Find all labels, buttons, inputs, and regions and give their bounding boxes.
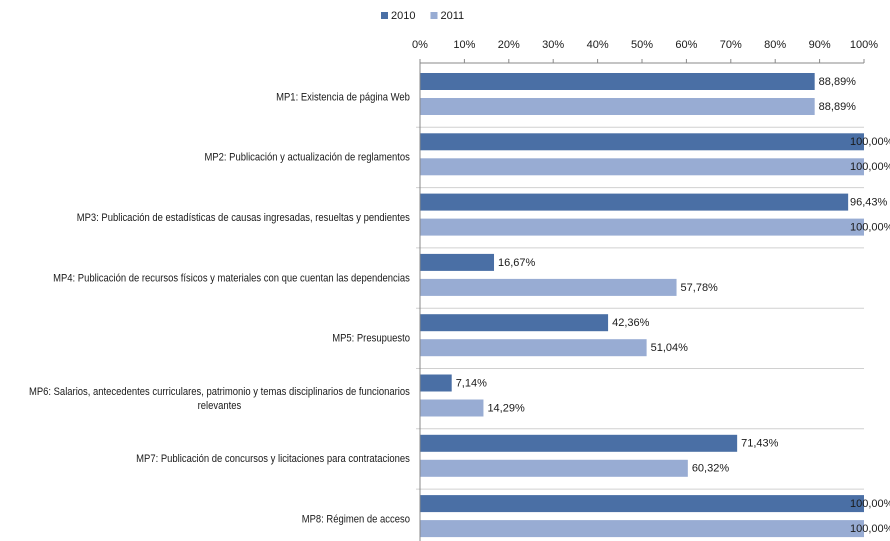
value-label: 100,00% bbox=[850, 523, 890, 535]
category-label-line: MP1: Existencia de página Web bbox=[276, 91, 410, 103]
category-label-line: MP4: Publicación de recursos físicos y m… bbox=[53, 272, 410, 284]
category-label-line: MP8: Régimen de acceso bbox=[302, 514, 411, 526]
value-label: 14,29% bbox=[487, 402, 525, 414]
bar bbox=[420, 374, 452, 392]
x-tick-label: 30% bbox=[542, 39, 564, 51]
bar bbox=[420, 193, 849, 211]
category-label-line: MP3: Publicación de estadísticas de caus… bbox=[77, 212, 410, 224]
value-label: 51,04% bbox=[651, 342, 689, 354]
x-tick-label: 100% bbox=[850, 39, 878, 51]
bar bbox=[420, 133, 864, 151]
value-label: 100,00% bbox=[850, 498, 890, 510]
legend-swatch bbox=[430, 12, 438, 19]
bar bbox=[420, 253, 495, 271]
value-label: 60,32% bbox=[692, 463, 730, 475]
bar bbox=[420, 278, 677, 296]
legend-swatch bbox=[381, 12, 388, 19]
x-tick-label: 80% bbox=[764, 39, 786, 51]
category-label: MP3: Publicación de estadísticas de caus… bbox=[77, 212, 410, 224]
category-label-line: MP2: Publicación y actualización de regl… bbox=[204, 152, 409, 164]
value-label: 96,43% bbox=[850, 197, 888, 209]
bar bbox=[420, 314, 609, 332]
bar bbox=[420, 73, 815, 90]
x-tick-label: 70% bbox=[720, 39, 742, 51]
value-label: 88,89% bbox=[819, 76, 857, 88]
legend-label: 2010 bbox=[391, 10, 415, 22]
category-label: MP8: Régimen de acceso bbox=[302, 514, 411, 526]
bar bbox=[420, 98, 815, 115]
bar bbox=[420, 339, 647, 357]
x-tick-label: 0% bbox=[412, 39, 428, 51]
value-label: 71,43% bbox=[741, 438, 779, 450]
bar bbox=[420, 399, 484, 417]
x-tick-label: 20% bbox=[498, 39, 520, 51]
bar bbox=[420, 495, 864, 513]
value-label: 7,14% bbox=[456, 377, 487, 389]
bar bbox=[420, 158, 864, 176]
category-label: MP5: Presupuesto bbox=[332, 333, 410, 345]
x-tick-label: 90% bbox=[809, 39, 831, 51]
value-label: 100,00% bbox=[850, 136, 890, 148]
value-label: 88,89% bbox=[819, 101, 857, 113]
x-tick-label: 60% bbox=[675, 39, 697, 51]
category-label-line: MP5: Presupuesto bbox=[332, 333, 410, 345]
x-tick-label: 40% bbox=[587, 39, 609, 51]
value-label: 42,36% bbox=[612, 317, 650, 329]
category-label: MP2: Publicación y actualización de regl… bbox=[204, 152, 409, 164]
legend-label: 2011 bbox=[440, 10, 464, 22]
value-label: 57,78% bbox=[681, 282, 719, 294]
category-label: MP7: Publicación de concursos y licitaci… bbox=[136, 453, 410, 465]
category-label: MP4: Publicación de recursos físicos y m… bbox=[53, 272, 410, 284]
category-label-line: MP7: Publicación de concursos y licitaci… bbox=[136, 453, 410, 465]
bar bbox=[420, 218, 864, 236]
bar bbox=[420, 434, 738, 452]
category-label: MP6: Salarios, antecedentes curriculares… bbox=[29, 386, 410, 412]
value-label: 100,00% bbox=[850, 161, 890, 173]
category-label-line: relevantes bbox=[198, 400, 242, 412]
bar bbox=[420, 520, 864, 538]
value-label: 16,67% bbox=[498, 257, 536, 269]
category-label-line: MP6: Salarios, antecedentes curriculares… bbox=[29, 386, 410, 398]
x-tick-label: 10% bbox=[453, 39, 475, 51]
bar bbox=[420, 459, 688, 477]
x-tick-label: 50% bbox=[631, 39, 653, 51]
category-label: MP1: Existencia de página Web bbox=[276, 91, 410, 103]
value-label: 100,00% bbox=[850, 222, 890, 234]
